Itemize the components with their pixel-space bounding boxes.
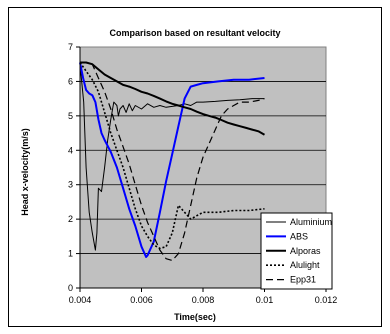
x-tick-label-1: 0.006: [130, 295, 153, 305]
y-tick-label-7: 7: [68, 42, 73, 52]
series-line-epp31: [80, 61, 265, 262]
y-tick-label-5: 5: [68, 111, 73, 121]
y-tick-label-1: 1: [68, 249, 73, 259]
x-tick-label-3: 0.01: [256, 295, 274, 305]
y-tick-label-0: 0: [68, 283, 73, 293]
y-axis-label: Head x-velocity(m/s): [20, 128, 30, 216]
series-line-abs: [79, 62, 265, 258]
y-tick-label-3: 3: [68, 180, 73, 190]
legend-label-epp31: Epp31: [290, 275, 316, 285]
y-tick-label-4: 4: [68, 145, 73, 155]
x-tick-label-4: 0.012: [315, 295, 338, 305]
series-line-alporas: [80, 61, 265, 136]
legend-label-aluminium: Aluminium: [290, 217, 332, 227]
x-tick-label-0: 0.004: [69, 295, 92, 305]
legend-label-alporas: Alporas: [290, 246, 321, 256]
series-line-alulight: [79, 62, 265, 250]
x-tick-label-2: 0.008: [192, 295, 215, 305]
series-line-aluminium: [79, 64, 265, 251]
legend-label-abs: ABS: [290, 231, 308, 241]
legend-box: [260, 212, 333, 290]
legend-label-alulight: Alulight: [290, 260, 320, 270]
y-tick-label-6: 6: [68, 76, 73, 86]
chart-title: Comparison based on resultant velocity: [109, 28, 280, 38]
y-tick-label-2: 2: [68, 214, 73, 224]
x-axis-label: Time(sec): [174, 312, 216, 322]
